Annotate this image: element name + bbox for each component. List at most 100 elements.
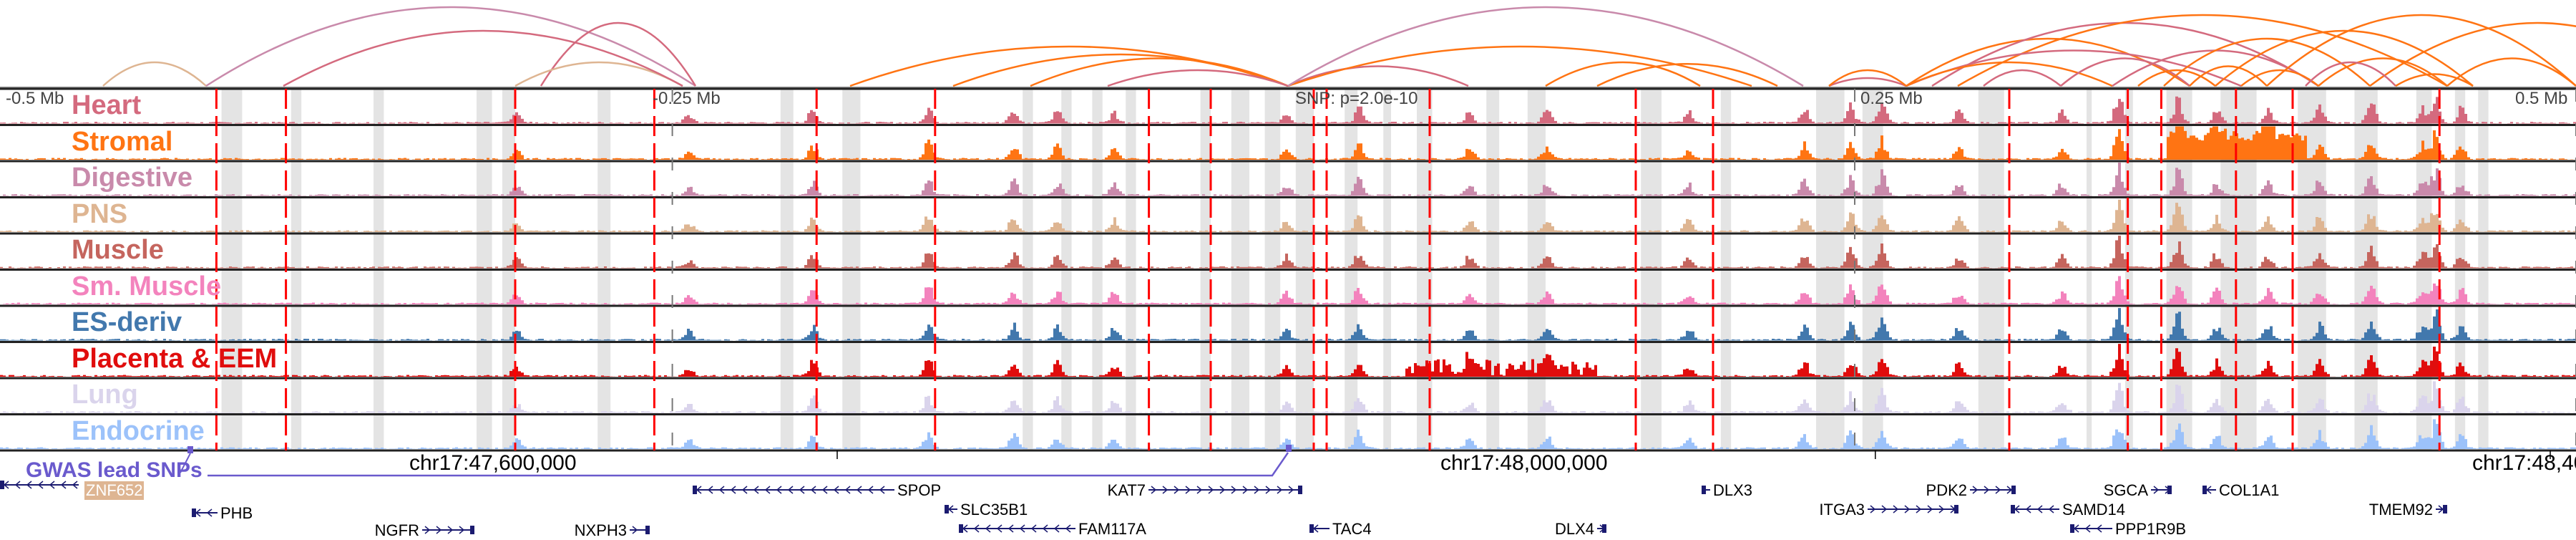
gene-label-tmem92[interactable]: TMEM92 — [2368, 501, 2433, 519]
gene-label-dlx4[interactable]: DLX4 — [1554, 520, 1594, 538]
gene-label-pdk2[interactable]: PDK2 — [1926, 481, 1967, 499]
strand-arrow — [973, 524, 980, 533]
gene-exon — [0, 481, 4, 489]
coordinate-label: chr17:47,600,000 — [409, 451, 577, 475]
track-label-stromal: Stromal — [72, 126, 173, 157]
strand-arrow — [14, 481, 21, 489]
gene-exon — [1298, 486, 1302, 494]
strand-arrow — [2025, 505, 2031, 514]
strand-arrow — [1231, 486, 1237, 494]
strand-arrow — [776, 486, 782, 494]
ruler-tick-label: 0.25 Mb — [1860, 89, 1923, 108]
chromatin-loop-arc — [1107, 69, 1289, 87]
strand-arrow — [1008, 524, 1014, 533]
gene-label-ppp1r9b[interactable]: PPP1R9B — [2115, 520, 2187, 538]
gwas-track-label: GWAS lead SNPs — [26, 458, 203, 482]
strand-arrow — [844, 486, 851, 494]
gene-label-fam117a[interactable]: FAM117A — [1078, 520, 1146, 538]
strand-arrow — [2096, 524, 2102, 533]
signal-muscle — [0, 236, 2576, 269]
gene-label-ngfr[interactable]: NGFR — [374, 521, 419, 539]
gene-label-sgca[interactable]: SGCA — [2103, 481, 2148, 499]
strand-arrow — [1185, 486, 1191, 494]
gene-exon — [2202, 486, 2207, 494]
signal-sm-muscle — [0, 276, 2576, 304]
strand-arrow — [206, 508, 213, 517]
gene-label-itga3[interactable]: ITGA3 — [1819, 501, 1865, 519]
strand-arrow — [856, 486, 862, 494]
strand-arrow — [833, 486, 839, 494]
strand-arrow — [632, 526, 638, 534]
chromatin-loop-arc — [2240, 69, 2319, 87]
strand-arrow — [1151, 486, 1157, 494]
chromatin-loop-arc — [2137, 69, 2216, 87]
gene-label-dlx3[interactable]: DLX3 — [1713, 481, 1753, 499]
strand-arrow — [985, 524, 991, 533]
strand-arrow — [810, 486, 816, 494]
gene-label-nxph3[interactable]: NXPH3 — [574, 521, 627, 539]
signal-lung — [0, 381, 2576, 413]
gene-label-highlighted[interactable]: ZNF652 — [84, 481, 145, 500]
ruler-tick-label: -0.5 Mb — [6, 89, 64, 108]
strand-arrow — [1870, 505, 1876, 514]
strand-arrow — [1162, 486, 1169, 494]
chromatin-loop-arc — [2395, 73, 2474, 87]
gene-label-tac4[interactable]: TAC4 — [1332, 520, 1372, 538]
track-label-lung: Lung — [72, 380, 138, 410]
gene-label-slc35b1[interactable]: SLC35B1 — [960, 501, 1028, 519]
strand-arrow — [49, 481, 55, 489]
strand-arrow — [1030, 524, 1037, 533]
strand-arrow — [1242, 486, 1249, 494]
strand-arrow — [996, 524, 1002, 533]
strand-arrow — [1019, 524, 1025, 533]
gwas-connector — [208, 452, 1289, 477]
signal-endocrine — [0, 419, 2576, 449]
strand-arrow — [1893, 505, 1899, 514]
chromatin-loop-arc — [952, 53, 1289, 87]
signal-stromal — [0, 126, 2576, 160]
strand-arrow — [459, 526, 465, 534]
gene-exon — [1309, 524, 1314, 533]
strand-arrow — [753, 486, 759, 494]
gwas-snp-marker — [187, 446, 193, 453]
strand-arrow — [1927, 505, 1933, 514]
strand-arrow — [1208, 486, 1214, 494]
chromatin-loop-arc — [2369, 21, 2576, 87]
strand-arrow — [1042, 524, 1048, 533]
gene-label-kat7[interactable]: KAT7 — [1107, 481, 1146, 499]
chromatin-loop-arc — [283, 29, 683, 87]
chromatin-loop-arc — [1983, 69, 2062, 87]
strand-arrow — [707, 486, 713, 494]
chromatin-loop-arc — [540, 21, 697, 87]
gene-label-col1a1[interactable]: COL1A1 — [2219, 481, 2280, 499]
signal-heart — [0, 96, 2576, 124]
signal-tracks — [0, 87, 2576, 452]
chromatin-loop-arc — [1287, 6, 1804, 87]
gene-label-samd14[interactable]: SAMD14 — [2062, 501, 2126, 519]
chromatin-loop-arc — [1030, 57, 1289, 87]
strand-arrow — [1984, 486, 1990, 494]
strand-arrow — [1219, 486, 1226, 494]
chromatin-loop-arc — [1906, 61, 2113, 87]
chromatin-loop-arc — [102, 61, 207, 87]
gene-exon — [2443, 505, 2447, 514]
strand-arrow — [799, 486, 805, 494]
strand-arrow — [879, 486, 885, 494]
gene-exon — [2011, 505, 2015, 514]
chromatin-loop-arc — [2305, 61, 2396, 87]
chromatin-loop-arc — [2060, 57, 2190, 87]
gene-track — [0, 481, 2447, 534]
chromatin-loop-arc — [1545, 61, 1701, 87]
strand-arrow — [787, 486, 794, 494]
gene-label-phb[interactable]: PHB — [220, 504, 253, 522]
strand-arrow — [2036, 505, 2043, 514]
strand-arrow — [1881, 505, 1888, 514]
strand-arrow — [60, 481, 67, 489]
strand-arrow — [1053, 524, 1060, 533]
gene-label-spop[interactable]: SPOP — [897, 481, 942, 499]
strand-arrow — [447, 526, 454, 534]
track-label-es-deriv: ES-deriv — [72, 307, 182, 337]
track-label-pns: PNS — [72, 198, 128, 229]
coordinate-axis — [180, 445, 2551, 477]
chromatin-loop-arcs — [0, 6, 2576, 88]
